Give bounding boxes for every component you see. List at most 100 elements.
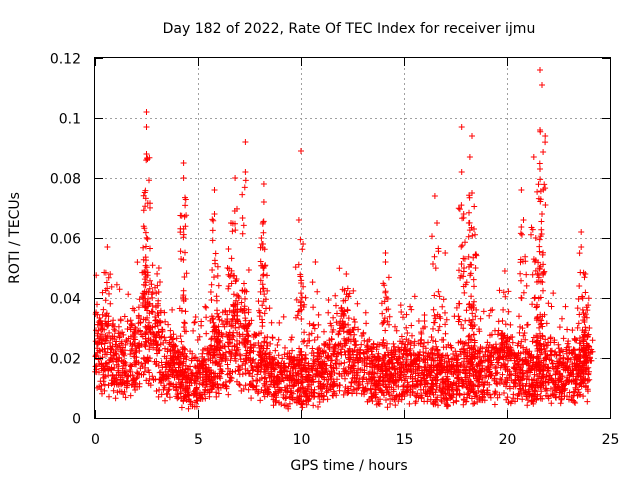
data-point xyxy=(232,175,239,181)
data-point xyxy=(274,373,281,380)
data-point xyxy=(211,257,218,264)
data-point xyxy=(146,355,153,362)
data-point xyxy=(277,387,284,393)
data-point xyxy=(470,383,477,390)
data-point xyxy=(108,367,114,374)
data-point xyxy=(498,345,504,352)
data-point xyxy=(272,388,279,395)
data-point xyxy=(139,363,146,370)
data-point xyxy=(164,360,171,367)
data-point xyxy=(100,375,107,381)
data-point xyxy=(96,315,103,321)
data-point xyxy=(556,393,563,400)
data-point xyxy=(469,133,475,139)
data-point xyxy=(533,363,540,369)
data-point xyxy=(135,304,142,311)
data-point xyxy=(350,287,357,294)
data-point xyxy=(208,281,215,288)
data-point xyxy=(213,389,220,396)
data-point xyxy=(356,381,363,388)
y-tick-label: 0 xyxy=(72,412,81,428)
data-point xyxy=(472,265,479,271)
data-point xyxy=(344,329,350,336)
data-point xyxy=(230,329,237,336)
data-point xyxy=(144,236,151,242)
data-point xyxy=(115,330,122,337)
data-point xyxy=(384,404,391,411)
data-point xyxy=(335,342,342,349)
data-point xyxy=(181,319,188,326)
data-point xyxy=(540,149,547,155)
data-point xyxy=(493,363,500,370)
data-point xyxy=(494,381,501,388)
data-point xyxy=(382,259,389,265)
data-point xyxy=(361,367,368,374)
data-point xyxy=(143,109,150,115)
data-point xyxy=(261,338,268,345)
data-point xyxy=(529,383,536,390)
data-point xyxy=(489,306,496,313)
data-point xyxy=(351,316,357,323)
data-point xyxy=(270,362,277,369)
data-point xyxy=(443,403,450,410)
data-point xyxy=(518,295,525,302)
data-point xyxy=(96,383,103,390)
data-point xyxy=(536,324,543,331)
data-point xyxy=(403,361,410,368)
data-point xyxy=(130,353,137,360)
data-point xyxy=(309,392,316,399)
data-point xyxy=(143,377,150,384)
data-point xyxy=(260,181,267,187)
data-point xyxy=(364,398,371,405)
data-point xyxy=(231,312,238,319)
data-point xyxy=(222,308,229,315)
data-point xyxy=(236,324,242,331)
data-point xyxy=(300,241,307,247)
data-point xyxy=(398,364,405,371)
data-point xyxy=(247,341,254,348)
data-point xyxy=(492,389,499,396)
data-point xyxy=(297,236,304,243)
data-point xyxy=(400,391,407,398)
data-point xyxy=(460,396,467,403)
data-point xyxy=(107,300,114,307)
data-point xyxy=(225,391,232,398)
data-point xyxy=(442,400,448,406)
data-point xyxy=(111,381,118,388)
data-point xyxy=(422,359,429,366)
data-point xyxy=(542,354,549,361)
data-point xyxy=(191,355,198,361)
data-point xyxy=(119,365,126,372)
data-point xyxy=(334,310,340,317)
data-point xyxy=(166,373,172,380)
data-point xyxy=(516,313,522,320)
data-point xyxy=(308,330,315,337)
data-point xyxy=(444,363,451,370)
data-point xyxy=(112,348,119,354)
data-point xyxy=(140,293,147,300)
data-point xyxy=(508,346,515,353)
data-point xyxy=(295,217,302,223)
data-point xyxy=(531,395,538,402)
data-point xyxy=(436,323,443,330)
data-point xyxy=(318,353,325,360)
data-point xyxy=(545,365,552,372)
data-point xyxy=(143,124,150,130)
data-point xyxy=(173,387,179,394)
data-point xyxy=(503,345,510,352)
data-point xyxy=(136,380,143,387)
data-point xyxy=(216,316,223,323)
data-point xyxy=(453,357,460,364)
data-point xyxy=(497,353,504,360)
data-point xyxy=(305,360,312,367)
data-point xyxy=(444,352,451,359)
data-point xyxy=(234,301,241,308)
data-point xyxy=(487,352,494,359)
data-point xyxy=(566,396,572,403)
data-point xyxy=(435,351,442,358)
data-point xyxy=(517,386,524,393)
data-point xyxy=(154,350,161,357)
data-point xyxy=(169,306,176,313)
data-point xyxy=(435,402,441,409)
data-point xyxy=(579,368,586,375)
